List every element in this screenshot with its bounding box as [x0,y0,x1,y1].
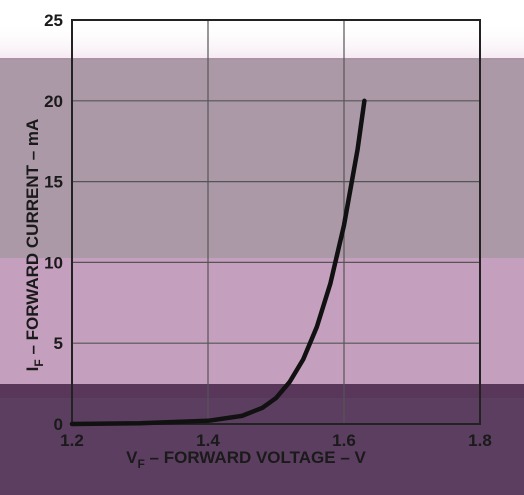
y-axis-title: IF – FORWARD CURRENT – mA [23,119,46,372]
x-tick-label-3: 1.8 [468,431,492,450]
plot-frame [71,19,481,425]
x-tick-label-1: 1.4 [196,431,220,450]
x-tick-label-0: 1.2 [60,431,84,450]
grid [71,19,481,425]
y-tick-label-2: 10 [44,253,63,272]
y-tick-label-1: 5 [54,334,63,353]
y-tick-label-3: 15 [44,173,63,192]
x-tick-label-2: 1.6 [332,431,356,450]
top-tint-band [0,22,524,60]
x-axis-title: VF – FORWARD VOLTAGE – V [126,448,366,471]
y-tick-label-5: 25 [44,11,63,30]
series-line-0 [69,98,367,427]
tick-labels: 0 5 10 15 20 25 1.2 1.4 1.6 1.8 [44,11,492,450]
data-series [69,98,367,427]
y-tick-label-0: 0 [54,415,63,434]
dark-band [0,384,524,495]
pink-band [0,258,524,398]
y-tick-label-4: 20 [44,92,63,111]
gray-band [0,58,524,258]
